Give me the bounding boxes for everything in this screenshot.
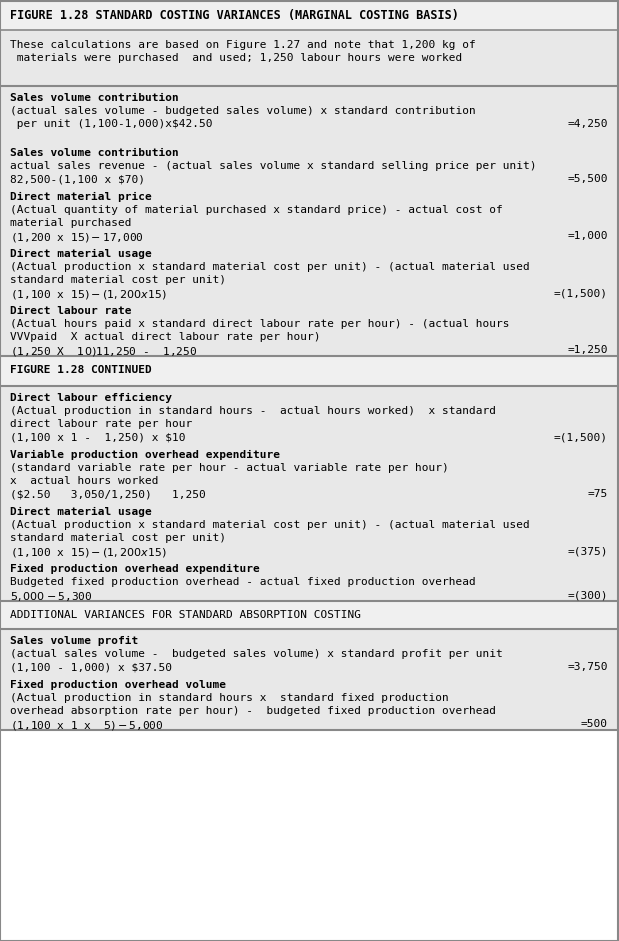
Text: =(375): =(375) (568, 546, 608, 556)
Text: =500: =500 (581, 719, 608, 729)
Text: =(300): =(300) (568, 590, 608, 600)
Bar (1, 299, 618, 356)
Text: =75: =75 (588, 489, 608, 499)
Text: =(1,500): =(1,500) (554, 432, 608, 442)
Text: (actual sales volume -  budgeted sales volume) x standard profit per unit: (actual sales volume - budgeted sales vo… (10, 649, 503, 659)
Text: (Actual production x standard material cost per unit) - (actual material used: (Actual production x standard material c… (10, 262, 530, 272)
Text: Budgeted fixed production overhead - actual fixed production overhead: Budgeted fixed production overhead - act… (10, 577, 476, 587)
Text: =4,250: =4,250 (568, 119, 608, 129)
Text: actual sales revenue - (actual sales volume x standard selling price per unit): actual sales revenue - (actual sales vol… (10, 161, 537, 171)
Text: (Actual quantity of material purchased x standard price) - actual cost of: (Actual quantity of material purchased x… (10, 205, 503, 215)
Text: (1,100 x $15) - (1,200 x $15): (1,100 x $15) - (1,200 x $15) (10, 288, 167, 301)
Text: $5,000 - $5,300: $5,000 - $5,300 (10, 590, 92, 603)
Text: (1,100 x 1 x  $5) - $5,000: (1,100 x 1 x $5) - $5,000 (10, 719, 163, 732)
Text: Direct labour efficiency: Direct labour efficiency (10, 393, 172, 403)
Text: Fixed production overhead volume: Fixed production overhead volume (10, 680, 226, 690)
Text: =(1,500): =(1,500) (554, 288, 608, 298)
Text: Direct material price: Direct material price (10, 192, 152, 202)
Bar (1, 601, 618, 629)
Text: ($2.50   3,050/1,250)   1,250: ($2.50 3,050/1,250) 1,250 (10, 489, 206, 499)
Bar (1, 86, 618, 141)
Text: standard material cost per unit): standard material cost per unit) (10, 275, 226, 285)
Text: FIGURE 1.28 CONTINUED: FIGURE 1.28 CONTINUED (10, 365, 152, 375)
Bar (1, 443, 618, 500)
Text: Sales volume profit: Sales volume profit (10, 636, 138, 646)
Text: Direct labour rate: Direct labour rate (10, 306, 131, 316)
Text: overhead absorption rate per hour) -  budgeted fixed production overhead: overhead absorption rate per hour) - bud… (10, 706, 496, 716)
Bar (1, 356, 618, 386)
Bar (1, 242, 618, 299)
Text: (Actual production x standard material cost per unit) - (actual material used: (Actual production x standard material c… (10, 520, 530, 530)
Text: Fixed production overhead expenditure: Fixed production overhead expenditure (10, 564, 260, 574)
Bar (1, 386, 618, 443)
Text: standard material cost per unit): standard material cost per unit) (10, 533, 226, 543)
Bar (1, 673, 618, 730)
Text: VVVpaid  X actual direct labour rate per hour): VVVpaid X actual direct labour rate per … (10, 332, 321, 342)
Text: x  actual hours worked: x actual hours worked (10, 476, 158, 486)
Text: (1,250 X  $10)   $11,250 -  1,250: (1,250 X $10) $11,250 - 1,250 (10, 345, 197, 358)
Text: (Actual hours paid x standard direct labour rate per hour) - (actual hours: (Actual hours paid x standard direct lab… (10, 319, 509, 329)
Text: Direct material usage: Direct material usage (10, 507, 152, 517)
Text: =1,000: =1,000 (568, 231, 608, 241)
Text: (standard variable rate per hour - actual variable rate per hour): (standard variable rate per hour - actua… (10, 463, 449, 473)
Text: per unit (1,100-1,000)x$42.50: per unit (1,100-1,000)x$42.50 (10, 119, 212, 129)
Text: (1,200 x $15) - $17,000: (1,200 x $15) - $17,000 (10, 231, 144, 244)
Bar (1, 0, 618, 30)
Text: (1,100 x 1 -  1,250) x $10: (1,100 x 1 - 1,250) x $10 (10, 432, 186, 442)
Text: =5,500: =5,500 (568, 174, 608, 184)
Text: (1,100 x $15) - (1,200 x $15): (1,100 x $15) - (1,200 x $15) (10, 546, 167, 559)
Bar (1, 30, 618, 86)
Text: Variable production overhead expenditure: Variable production overhead expenditure (10, 450, 280, 460)
Bar (1, 557, 618, 601)
Text: 82,500-(1,100 x $70): 82,500-(1,100 x $70) (10, 174, 145, 184)
Bar (1, 500, 618, 557)
Text: materials were purchased  and used; 1,250 labour hours were worked: materials were purchased and used; 1,250… (10, 53, 462, 63)
Bar (1, 629, 618, 673)
Text: =3,750: =3,750 (568, 662, 608, 672)
Text: Direct material usage: Direct material usage (10, 249, 152, 259)
Text: ADDITIONAL VARIANCES FOR STANDARD ABSORPTION COSTING: ADDITIONAL VARIANCES FOR STANDARD ABSORP… (10, 610, 361, 620)
Text: (Actual production in standard hours x  standard fixed production: (Actual production in standard hours x s… (10, 693, 449, 703)
Text: material purchased: material purchased (10, 218, 131, 228)
Text: (actual sales volume - budgeted sales volume) x standard contribution: (actual sales volume - budgeted sales vo… (10, 106, 476, 116)
Text: =1,250: =1,250 (568, 345, 608, 355)
Bar (1, 185, 618, 242)
Text: (1,100 - 1,000) x $37.50: (1,100 - 1,000) x $37.50 (10, 662, 172, 672)
Text: Sales volume contribution: Sales volume contribution (10, 93, 179, 103)
Text: direct labour rate per hour: direct labour rate per hour (10, 419, 193, 429)
Text: These calculations are based on Figure 1.27 and note that 1,200 kg of: These calculations are based on Figure 1… (10, 40, 476, 50)
Bar (1, 141, 618, 185)
Text: (Actual production in standard hours -  actual hours worked)  x standard: (Actual production in standard hours - a… (10, 406, 496, 416)
Text: Sales volume contribution: Sales volume contribution (10, 148, 179, 158)
Text: FIGURE 1.28 STANDARD COSTING VARIANCES (MARGINAL COSTING BASIS): FIGURE 1.28 STANDARD COSTING VARIANCES (… (10, 9, 459, 22)
